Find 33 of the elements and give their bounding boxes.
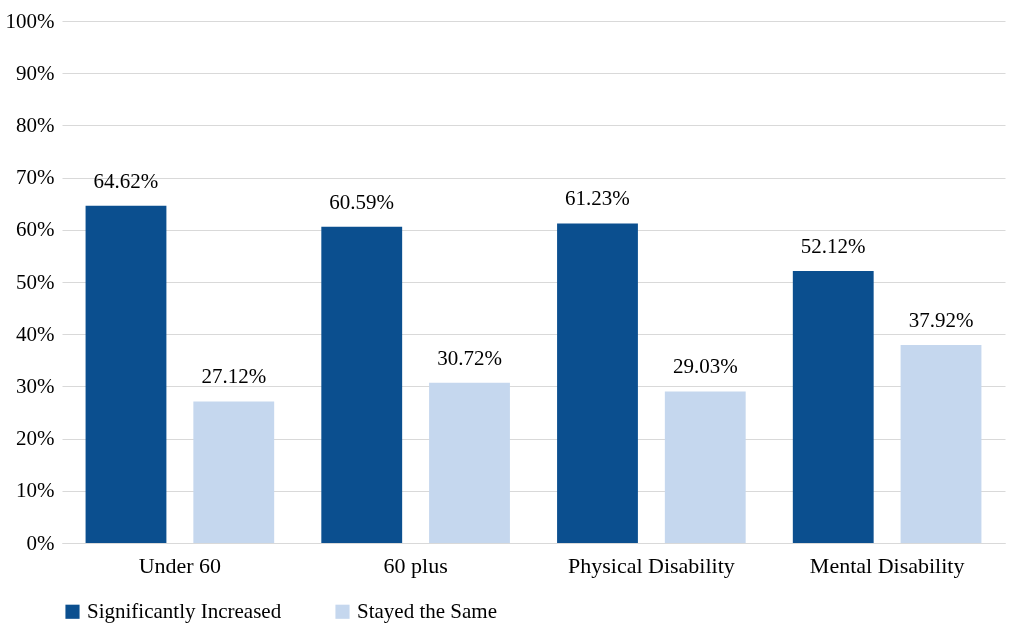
x-tick-label: Under 60	[138, 552, 222, 578]
x-tick-label: 60 plus	[383, 552, 448, 578]
data-label: 60.59%	[329, 189, 395, 214]
y-tick-label: 70%	[16, 165, 55, 190]
data-label: 29.03%	[672, 354, 738, 379]
bar	[429, 382, 510, 543]
x-tick-label: Physical Disability	[567, 552, 735, 578]
y-tick-label: 10%	[16, 478, 55, 503]
y-tick-label: 20%	[16, 426, 55, 451]
data-label: 27.12%	[201, 364, 267, 389]
data-label: 30.72%	[437, 345, 502, 370]
y-tick-label: 30%	[16, 373, 55, 398]
data-label: 61.23%	[565, 186, 630, 211]
bar	[557, 223, 638, 543]
bar	[321, 226, 403, 543]
y-tick-label: 40%	[16, 321, 55, 346]
bar	[664, 391, 746, 543]
y-tick-label: 100%	[5, 8, 55, 33]
legend-label: Stayed the Same	[357, 598, 497, 623]
bar	[900, 345, 982, 543]
y-tick-label: 80%	[16, 112, 55, 137]
x-tick-label: Mental Disability	[809, 552, 965, 578]
bar	[193, 401, 275, 543]
y-tick-label: 90%	[16, 60, 55, 85]
legend-label: Significantly Increased	[87, 598, 282, 623]
y-tick-label: 60%	[16, 217, 55, 242]
y-tick-label: 0%	[26, 530, 55, 555]
bar	[792, 270, 874, 543]
bar	[85, 205, 167, 543]
data-label: 37.92%	[908, 308, 974, 333]
data-label: 64.62%	[93, 168, 159, 193]
data-label: 52.12%	[800, 233, 866, 258]
y-tick-label: 50%	[16, 269, 55, 294]
